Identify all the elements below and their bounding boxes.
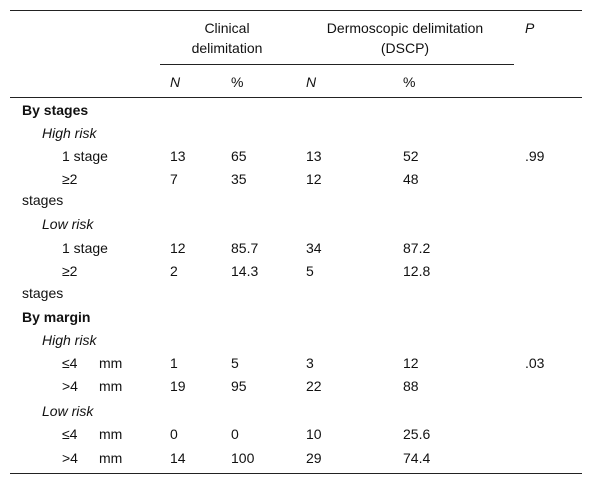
cell-n-clinical: 0 [170, 426, 178, 442]
cell-percent-dermo: 48 [403, 171, 419, 187]
row-label: ≥2 [62, 263, 78, 279]
cell-percent-dermo: 12 [403, 355, 419, 371]
dermo-header-line2: (DSCP) [380, 40, 430, 56]
row-label-unit: mm [99, 378, 123, 394]
cell-n-clinical: 7 [170, 171, 178, 187]
cell-percent-clinical: 65 [231, 148, 247, 164]
row-label: 1 stage [62, 148, 108, 164]
n-header-dermo: N [306, 74, 317, 90]
cell-n-dermo: 3 [306, 355, 314, 371]
clinical-header-line2: delimitation [191, 40, 263, 56]
percent-header-clinical: % [231, 74, 244, 90]
section-title: By margin [22, 309, 91, 325]
percent-header-dermo: % [403, 74, 416, 90]
cell-percent-clinical: 95 [231, 378, 247, 394]
section-title: By stages [22, 102, 89, 118]
group-label: High risk [42, 332, 97, 348]
cell-n-dermo: 13 [306, 148, 322, 164]
n-header-clinical: N [170, 74, 181, 90]
dermo-header-line1: Dermoscopic delimitation [326, 20, 484, 36]
bottom-rule [10, 473, 582, 474]
row-label-unit: mm [99, 450, 123, 466]
group-label: Low risk [42, 403, 94, 419]
cell-n-clinical: 13 [170, 148, 186, 164]
row-label-continued: stages [22, 285, 64, 301]
cell-percent-clinical: 35 [231, 171, 247, 187]
row-label-symbol: ≤4 [62, 355, 78, 371]
row-label-unit: mm [99, 426, 123, 442]
cell-n-dermo: 22 [306, 378, 322, 394]
cell-percent-dermo: 12.8 [403, 263, 431, 279]
cell-n-dermo: 29 [306, 450, 322, 466]
cell-n-clinical: 1 [170, 355, 178, 371]
clinical-header-line1: Clinical [204, 20, 250, 36]
cell-p-value: .03 [525, 355, 545, 371]
row-label-symbol: >4 [62, 378, 78, 394]
header-bottom-rule [10, 97, 582, 98]
row-label: 1 stage [62, 240, 108, 256]
cell-percent-dermo: 52 [403, 148, 419, 164]
group-label: High risk [42, 125, 97, 141]
cell-percent-dermo: 25.6 [403, 426, 431, 442]
cell-n-dermo: 34 [306, 240, 322, 256]
header-subrule [160, 64, 514, 65]
group-label: Low risk [42, 216, 94, 232]
cell-n-dermo: 12 [306, 171, 322, 187]
row-label: ≥2 [62, 171, 78, 187]
cell-percent-clinical: 100 [231, 450, 255, 466]
cell-n-clinical: 12 [170, 240, 186, 256]
cell-n-dermo: 10 [306, 426, 322, 442]
cell-n-clinical: 14 [170, 450, 186, 466]
cell-percent-dermo: 88 [403, 378, 419, 394]
cell-percent-clinical: 5 [231, 355, 239, 371]
row-label-continued: stages [22, 192, 64, 208]
top-rule [10, 10, 582, 11]
cell-percent-dermo: 74.4 [403, 450, 431, 466]
cell-percent-dermo: 87.2 [403, 240, 431, 256]
row-label-symbol: ≤4 [62, 426, 78, 442]
row-label-unit: mm [99, 355, 123, 371]
cell-n-clinical: 19 [170, 378, 186, 394]
p-value-header: P [525, 20, 535, 36]
cell-percent-clinical: 85.7 [231, 240, 259, 256]
cell-n-dermo: 5 [306, 263, 314, 279]
cell-percent-clinical: 14.3 [231, 263, 259, 279]
row-label-symbol: >4 [62, 450, 78, 466]
cell-n-clinical: 2 [170, 263, 178, 279]
cell-percent-clinical: 0 [231, 426, 239, 442]
cell-p-value: .99 [525, 148, 545, 164]
